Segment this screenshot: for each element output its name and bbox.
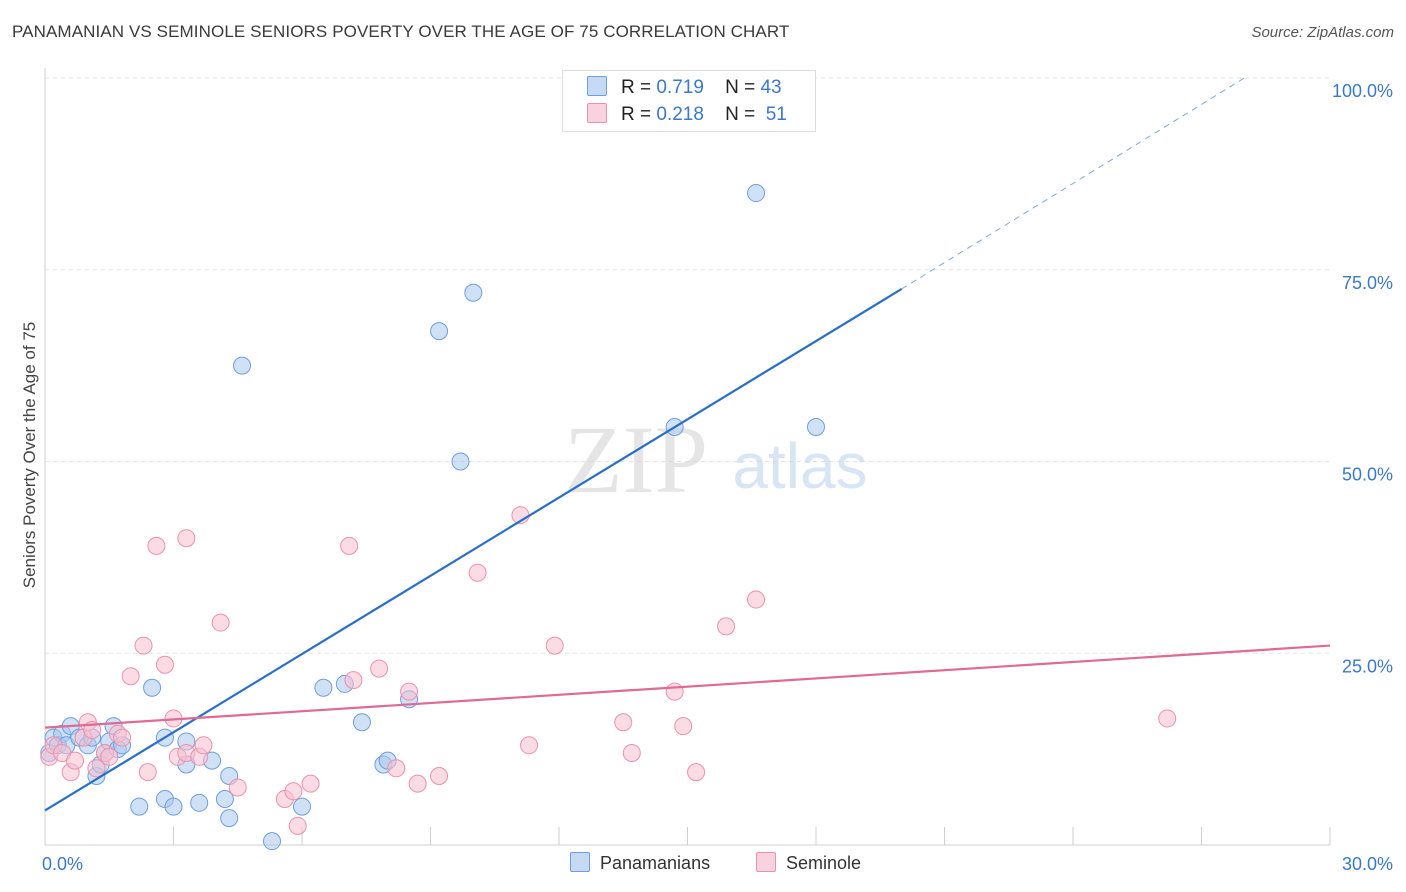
bottom-legend-label: Panamanians xyxy=(600,853,711,873)
legend-n-label: N = xyxy=(725,77,756,98)
seminole-point xyxy=(87,759,106,778)
seminole-point xyxy=(1158,709,1177,728)
data-points xyxy=(40,184,1177,851)
y-tick-label: 100.0% xyxy=(1332,81,1393,101)
panamanians-point xyxy=(263,832,282,851)
seminole-point xyxy=(288,816,307,835)
legend-swatch-pink xyxy=(587,103,607,123)
bottom-legend-swatch-pink xyxy=(756,852,776,872)
legend-r-value: 0.218 xyxy=(656,104,704,125)
seminole-point xyxy=(194,736,213,755)
legend-n-value: 51 xyxy=(765,104,787,125)
seminole-point xyxy=(113,728,132,747)
panamanians-point xyxy=(464,283,483,302)
seminole-point xyxy=(340,536,359,555)
bottom-legend-seminole: Seminole xyxy=(756,852,861,874)
seminole-point xyxy=(301,774,320,793)
y-tick-label: 25.0% xyxy=(1342,656,1393,676)
panamanians-point xyxy=(215,789,234,808)
seminole-point xyxy=(65,751,84,770)
seminole-point xyxy=(614,713,633,732)
x-tick-label: 30.0% xyxy=(1342,854,1393,874)
axes xyxy=(44,68,1331,846)
legend-swatch-blue xyxy=(587,76,607,96)
legend-r-value: 0.719 xyxy=(656,77,704,98)
seminole-point xyxy=(228,778,247,797)
seminole-point xyxy=(211,613,230,632)
legend-r-label: R = xyxy=(621,104,652,125)
correlation-legend: R = 0.719 N = 43 R = 0.218 N = 51 xyxy=(562,70,816,132)
seminole-point xyxy=(400,682,419,701)
bottom-legend-swatch-blue xyxy=(570,852,590,872)
seminole-point xyxy=(155,655,174,674)
seminole-point xyxy=(622,743,641,762)
panamanians-point xyxy=(293,797,311,816)
y-axis-label: Seniors Poverty Over the Age of 75 xyxy=(20,321,39,589)
seminole-point xyxy=(100,747,119,766)
seminole-point xyxy=(468,563,487,582)
panamanians-trend-extension xyxy=(901,77,1245,290)
seminole-point xyxy=(520,736,539,755)
legend-n-label: N = xyxy=(725,104,756,125)
bottom-legend-label: Seminole xyxy=(786,853,862,873)
panamanians-point xyxy=(220,809,239,828)
x-tick-label: 0.0% xyxy=(42,854,83,874)
panamanians-trend-line xyxy=(44,287,903,812)
y-tick-label: 50.0% xyxy=(1342,465,1393,485)
source-label: Source: ZipAtlas.com xyxy=(1251,24,1394,41)
seminole-point xyxy=(747,590,766,609)
panamanians-point xyxy=(143,678,162,697)
seminole-point xyxy=(717,617,736,636)
seminole-point xyxy=(674,717,693,736)
panamanians-point xyxy=(807,417,825,436)
seminole-point xyxy=(370,659,389,678)
seminole-trend-line xyxy=(44,644,1331,729)
watermark-atlas: atlas xyxy=(732,430,867,502)
seminole-point xyxy=(687,763,706,782)
panamanians-point xyxy=(164,797,183,816)
seminole-point xyxy=(121,667,140,686)
seminole-point xyxy=(545,636,564,655)
watermark: ZIP atlas xyxy=(564,406,868,513)
legend-row-seminole: R = 0.218 N = 51 xyxy=(587,103,787,126)
y-tick-label: 75.0% xyxy=(1342,273,1393,293)
seminole-point xyxy=(344,671,363,690)
panamanians-point xyxy=(233,356,252,375)
seminole-point xyxy=(430,766,449,785)
seminole-point xyxy=(408,774,427,793)
chart-title: PANAMANIAN VS SEMINOLE SENIORS POVERTY O… xyxy=(12,22,790,41)
bottom-legend-panamanians: Panamanians xyxy=(570,852,710,874)
seminole-point xyxy=(134,636,153,655)
legend-row-panamanians: R = 0.719 N = 43 xyxy=(587,76,782,99)
seminole-point xyxy=(665,682,684,701)
seminole-point xyxy=(284,782,303,801)
seminole-point xyxy=(138,763,157,782)
legend-n-value: 43 xyxy=(760,77,782,98)
panamanians-point xyxy=(190,793,209,812)
seminole-point xyxy=(177,529,196,548)
legend-r-label: R = xyxy=(621,77,652,98)
panamanians-point xyxy=(352,713,371,732)
tick-labels: 25.0% 50.0% 75.0% 100.0% 0.0% 30.0% xyxy=(42,81,1393,874)
seminole-point xyxy=(387,759,406,778)
seminole-point xyxy=(147,536,166,555)
panamanians-point xyxy=(430,322,449,341)
watermark-zip: ZIP xyxy=(564,406,708,513)
trend-lines xyxy=(44,77,1331,812)
panamanians-point xyxy=(314,678,333,697)
panamanians-point xyxy=(451,452,470,471)
panamanians-point xyxy=(747,184,766,203)
panamanians-point xyxy=(130,797,149,816)
